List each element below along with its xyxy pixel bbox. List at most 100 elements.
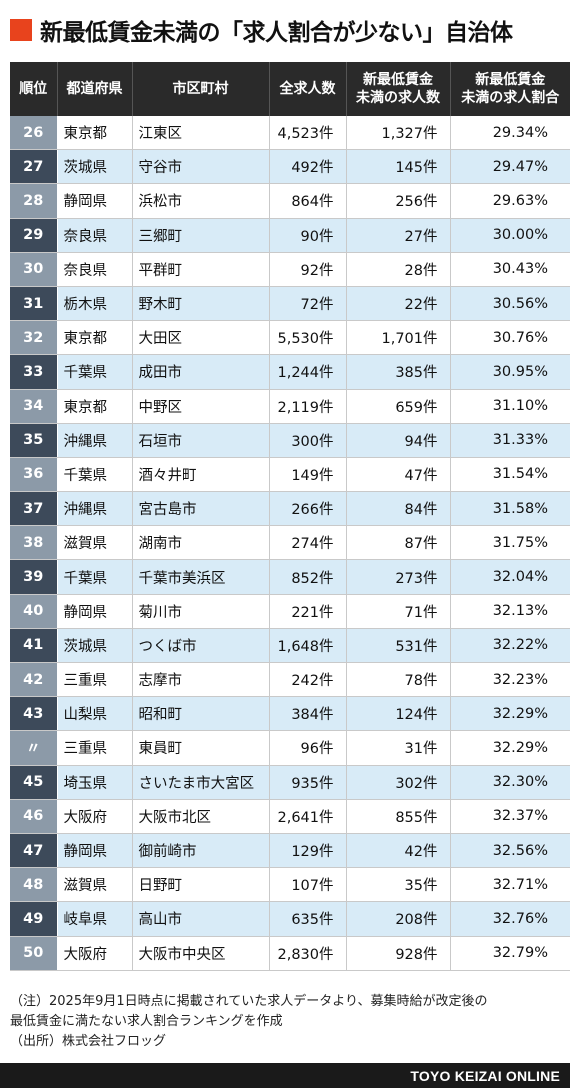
below-min-ratio-cell: 31.54% — [450, 457, 570, 493]
municipality-cell: 宮古島市 — [132, 491, 270, 527]
municipality-cell: 志摩市 — [132, 662, 270, 698]
prefecture-cell: 東京都 — [57, 320, 133, 356]
below-min-jobs-cell: 531件 — [346, 628, 451, 664]
total-jobs-cell: 635件 — [269, 901, 347, 937]
rank-cell: 42 — [10, 662, 58, 698]
total-jobs-cell: 266件 — [269, 491, 347, 527]
rank-cell: 37 — [10, 491, 58, 527]
below-min-jobs-cell: 35件 — [346, 867, 451, 903]
prefecture-cell: 埼玉県 — [57, 765, 133, 800]
prefecture-cell: 山梨県 — [57, 696, 133, 732]
municipality-cell: 野木町 — [132, 286, 270, 322]
rank-cell: 47 — [10, 833, 58, 869]
prefecture-cell: 沖縄県 — [57, 491, 133, 527]
below-min-ratio-cell: 32.76% — [450, 901, 570, 937]
municipality-cell: 成田市 — [132, 354, 270, 390]
below-min-ratio-cell: 31.58% — [450, 491, 570, 527]
below-min-jobs-cell: 124件 — [346, 696, 451, 732]
prefecture-cell: 岐阜県 — [57, 901, 133, 937]
below-min-ratio-cell: 29.34% — [450, 116, 570, 151]
below-min-ratio-cell: 32.30% — [450, 765, 570, 800]
below-min-jobs-cell: 273件 — [346, 559, 451, 595]
total-jobs-cell: 2,830件 — [269, 936, 347, 971]
table-row: 29 奈良県 三郷町 90件 27件 30.00% — [10, 218, 570, 253]
rank-cell: 26 — [10, 116, 58, 151]
below-min-jobs-cell: 659件 — [346, 389, 451, 424]
below-min-jobs-cell: 855件 — [346, 799, 451, 834]
table-row: 48 滋賀県 日野町 107件 35件 32.71% — [10, 867, 570, 903]
table-row: 27 茨城県 守谷市 492件 145件 29.47% — [10, 149, 570, 185]
below-min-jobs-cell: 385件 — [346, 354, 451, 390]
rank-cell: 38 — [10, 525, 58, 561]
table-row: 31 栃木県 野木町 72件 22件 30.56% — [10, 286, 570, 322]
header-below-min-ratio: 新最低賃金 未満の求人割合 — [450, 62, 570, 116]
below-min-ratio-cell: 30.56% — [450, 286, 570, 322]
prefecture-cell: 沖縄県 — [57, 423, 133, 458]
rank-cell: 49 — [10, 901, 58, 937]
municipality-cell: 東員町 — [132, 730, 270, 766]
total-jobs-cell: 72件 — [269, 286, 347, 322]
prefecture-cell: 静岡県 — [57, 833, 133, 869]
municipality-cell: 三郷町 — [132, 218, 270, 253]
below-min-jobs-cell: 28件 — [346, 252, 451, 287]
municipality-cell: 守谷市 — [132, 149, 270, 185]
prefecture-cell: 千葉県 — [57, 354, 133, 390]
prefecture-cell: 大阪府 — [57, 936, 133, 971]
title-marker-icon — [10, 19, 32, 41]
below-min-jobs-cell: 208件 — [346, 901, 451, 937]
below-min-jobs-cell: 42件 — [346, 833, 451, 869]
prefecture-cell: 三重県 — [57, 662, 133, 698]
below-min-jobs-cell: 1,327件 — [346, 116, 451, 151]
municipality-cell: 菊川市 — [132, 594, 270, 629]
total-jobs-cell: 96件 — [269, 730, 347, 766]
below-min-ratio-cell: 30.95% — [450, 354, 570, 390]
below-min-ratio-cell: 30.43% — [450, 252, 570, 287]
below-min-ratio-cell: 32.29% — [450, 696, 570, 732]
rank-cell: 50 — [10, 936, 58, 971]
table-row: 33 千葉県 成田市 1,244件 385件 30.95% — [10, 354, 570, 390]
title-bar: 新最低賃金未満の「求人割合が少ない」自治体 — [10, 12, 513, 48]
table-row: 32 東京都 大田区 5,530件 1,701件 30.76% — [10, 320, 570, 356]
below-min-jobs-cell: 256件 — [346, 183, 451, 219]
below-min-jobs-cell: 84件 — [346, 491, 451, 527]
table-row: 30 奈良県 平群町 92件 28件 30.43% — [10, 252, 570, 287]
rank-cell: 32 — [10, 320, 58, 356]
prefecture-cell: 東京都 — [57, 116, 133, 151]
below-min-jobs-cell: 1,701件 — [346, 320, 451, 356]
below-min-ratio-cell: 30.00% — [450, 218, 570, 253]
table-row: 40 静岡県 菊川市 221件 71件 32.13% — [10, 594, 570, 629]
header-rank: 順位 — [10, 62, 58, 116]
below-min-ratio-cell: 32.37% — [450, 799, 570, 834]
total-jobs-cell: 242件 — [269, 662, 347, 698]
total-jobs-cell: 149件 — [269, 457, 347, 493]
total-jobs-cell: 1,648件 — [269, 628, 347, 664]
below-min-ratio-cell: 32.71% — [450, 867, 570, 903]
total-jobs-cell: 384件 — [269, 696, 347, 732]
below-min-ratio-cell: 31.33% — [450, 423, 570, 458]
below-min-ratio-cell: 32.23% — [450, 662, 570, 698]
total-jobs-cell: 221件 — [269, 594, 347, 629]
below-min-ratio-cell: 32.13% — [450, 594, 570, 629]
table-row: 39 千葉県 千葉市美浜区 852件 273件 32.04% — [10, 559, 570, 595]
below-min-ratio-cell: 32.29% — [450, 730, 570, 766]
footnote: （注）2025年9月1日時点に掲載されていた求人データより、募集時給が改定後の … — [10, 992, 565, 1052]
prefecture-cell: 茨城県 — [57, 149, 133, 185]
below-min-jobs-cell: 78件 — [346, 662, 451, 698]
municipality-cell: 湖南市 — [132, 525, 270, 561]
rank-cell: 27 — [10, 149, 58, 185]
municipality-cell: 浜松市 — [132, 183, 270, 219]
prefecture-cell: 千葉県 — [57, 457, 133, 493]
rank-cell: 43 — [10, 696, 58, 732]
table-row: 36 千葉県 酒々井町 149件 47件 31.54% — [10, 457, 570, 493]
total-jobs-cell: 92件 — [269, 252, 347, 287]
total-jobs-cell: 2,641件 — [269, 799, 347, 834]
table-row: 49 岐阜県 高山市 635件 208件 32.76% — [10, 901, 570, 937]
municipality-cell: 日野町 — [132, 867, 270, 903]
below-min-ratio-cell: 29.47% — [450, 149, 570, 185]
total-jobs-cell: 935件 — [269, 765, 347, 800]
below-min-jobs-cell: 71件 — [346, 594, 451, 629]
rank-cell: 36 — [10, 457, 58, 493]
municipality-cell: 石垣市 — [132, 423, 270, 458]
table-row: 〃三重県 東員町 96件 31件 32.29% — [10, 730, 570, 766]
header-prefecture: 都道府県 — [57, 62, 133, 116]
